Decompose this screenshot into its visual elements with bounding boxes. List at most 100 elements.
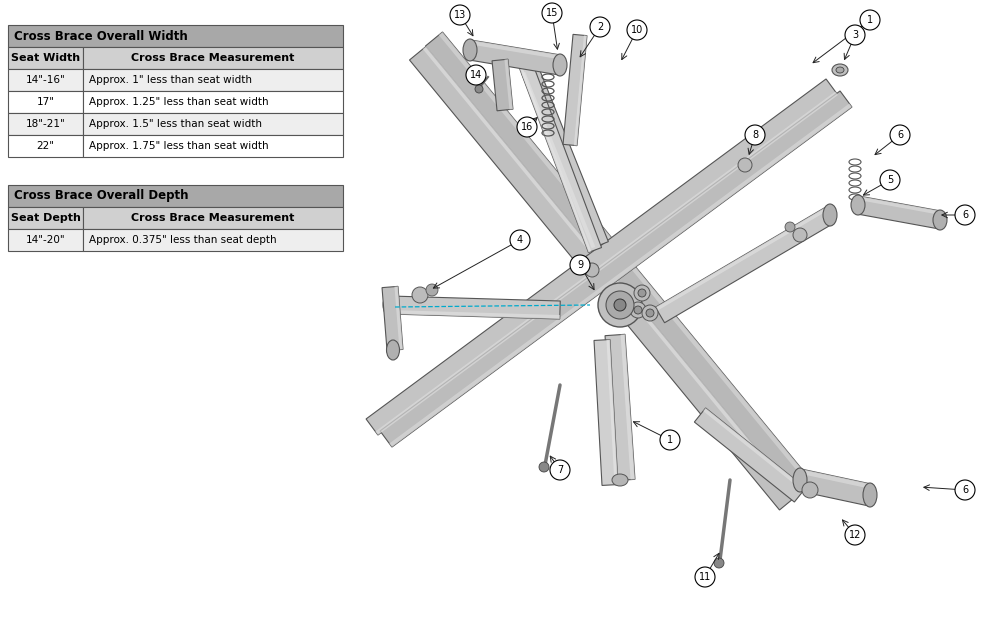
- Circle shape: [450, 5, 470, 25]
- Text: 16: 16: [521, 122, 533, 132]
- Text: 6: 6: [962, 485, 968, 495]
- Circle shape: [634, 306, 642, 314]
- Polygon shape: [798, 469, 872, 505]
- Ellipse shape: [823, 204, 837, 226]
- Polygon shape: [801, 469, 872, 489]
- Text: 15: 15: [546, 8, 558, 18]
- Circle shape: [646, 309, 654, 317]
- Polygon shape: [522, 72, 595, 248]
- Circle shape: [793, 228, 807, 242]
- Ellipse shape: [863, 483, 877, 507]
- Text: 14"-20": 14"-20": [26, 235, 65, 245]
- Circle shape: [598, 283, 642, 327]
- Ellipse shape: [836, 67, 844, 73]
- Polygon shape: [605, 334, 635, 481]
- Ellipse shape: [612, 474, 628, 486]
- Circle shape: [570, 255, 590, 275]
- FancyBboxPatch shape: [8, 91, 83, 113]
- Polygon shape: [375, 91, 838, 435]
- Text: Cross Brace Overall Depth: Cross Brace Overall Depth: [14, 189, 188, 203]
- Polygon shape: [423, 46, 796, 499]
- Text: 3: 3: [852, 30, 858, 40]
- Circle shape: [614, 299, 626, 311]
- Circle shape: [714, 558, 724, 568]
- Polygon shape: [655, 207, 827, 311]
- FancyBboxPatch shape: [8, 47, 83, 69]
- Circle shape: [845, 25, 865, 45]
- Circle shape: [475, 85, 483, 93]
- Circle shape: [606, 291, 634, 319]
- FancyBboxPatch shape: [83, 113, 343, 135]
- Polygon shape: [426, 32, 812, 496]
- Circle shape: [638, 289, 646, 297]
- Ellipse shape: [933, 210, 947, 230]
- Polygon shape: [468, 40, 562, 75]
- Circle shape: [695, 567, 715, 587]
- Text: 1: 1: [867, 15, 873, 25]
- Circle shape: [627, 20, 647, 40]
- Text: Approx. 1.25" less than seat width: Approx. 1.25" less than seat width: [89, 97, 269, 107]
- FancyBboxPatch shape: [8, 69, 83, 91]
- Text: 12: 12: [849, 530, 861, 540]
- Text: Approx. 1" less than seat width: Approx. 1" less than seat width: [89, 75, 252, 85]
- Text: Approx. 1.75" less than seat width: Approx. 1.75" less than seat width: [89, 141, 269, 151]
- Text: Cross Brace Measurement: Cross Brace Measurement: [131, 213, 295, 223]
- Text: 9: 9: [577, 260, 583, 270]
- Polygon shape: [856, 196, 942, 229]
- Ellipse shape: [832, 64, 848, 76]
- Circle shape: [880, 170, 900, 190]
- Polygon shape: [389, 104, 852, 447]
- Ellipse shape: [851, 195, 865, 215]
- Polygon shape: [606, 340, 618, 485]
- Text: Cross Brace Measurement: Cross Brace Measurement: [131, 53, 295, 63]
- Polygon shape: [380, 91, 852, 447]
- Circle shape: [517, 117, 537, 137]
- Circle shape: [845, 525, 865, 545]
- Circle shape: [466, 65, 486, 85]
- Polygon shape: [621, 334, 635, 479]
- FancyBboxPatch shape: [8, 113, 83, 135]
- FancyBboxPatch shape: [83, 135, 343, 157]
- Circle shape: [542, 3, 562, 23]
- Text: 10: 10: [631, 25, 643, 35]
- Circle shape: [412, 287, 428, 303]
- FancyBboxPatch shape: [8, 135, 83, 157]
- FancyBboxPatch shape: [8, 25, 343, 47]
- Text: 18"-21": 18"-21": [26, 119, 65, 129]
- Polygon shape: [471, 40, 562, 60]
- Circle shape: [660, 430, 680, 450]
- Circle shape: [510, 230, 530, 250]
- Polygon shape: [522, 67, 608, 248]
- Circle shape: [585, 263, 599, 277]
- Circle shape: [634, 285, 650, 301]
- Circle shape: [785, 222, 795, 232]
- Ellipse shape: [553, 54, 567, 76]
- Polygon shape: [859, 196, 942, 215]
- FancyBboxPatch shape: [8, 185, 343, 207]
- Polygon shape: [382, 286, 403, 351]
- Text: 14"-16": 14"-16": [26, 75, 65, 85]
- Polygon shape: [694, 408, 806, 502]
- Text: Cross Brace Overall Width: Cross Brace Overall Width: [14, 29, 188, 43]
- Circle shape: [642, 305, 658, 321]
- Text: 13: 13: [454, 10, 466, 20]
- Ellipse shape: [463, 39, 477, 61]
- FancyBboxPatch shape: [83, 91, 343, 113]
- Circle shape: [738, 158, 752, 172]
- Text: 6: 6: [962, 210, 968, 220]
- Text: 7: 7: [557, 465, 563, 475]
- Polygon shape: [574, 36, 587, 145]
- Polygon shape: [439, 32, 812, 485]
- FancyBboxPatch shape: [8, 207, 83, 229]
- FancyBboxPatch shape: [83, 47, 343, 69]
- Polygon shape: [394, 286, 403, 350]
- Circle shape: [590, 17, 610, 37]
- Text: 6: 6: [897, 130, 903, 140]
- Text: 1: 1: [667, 435, 673, 445]
- Circle shape: [860, 10, 880, 30]
- Text: 4: 4: [517, 235, 523, 245]
- Polygon shape: [390, 310, 560, 319]
- Circle shape: [426, 284, 438, 296]
- Polygon shape: [518, 64, 591, 253]
- Text: 8: 8: [752, 130, 758, 140]
